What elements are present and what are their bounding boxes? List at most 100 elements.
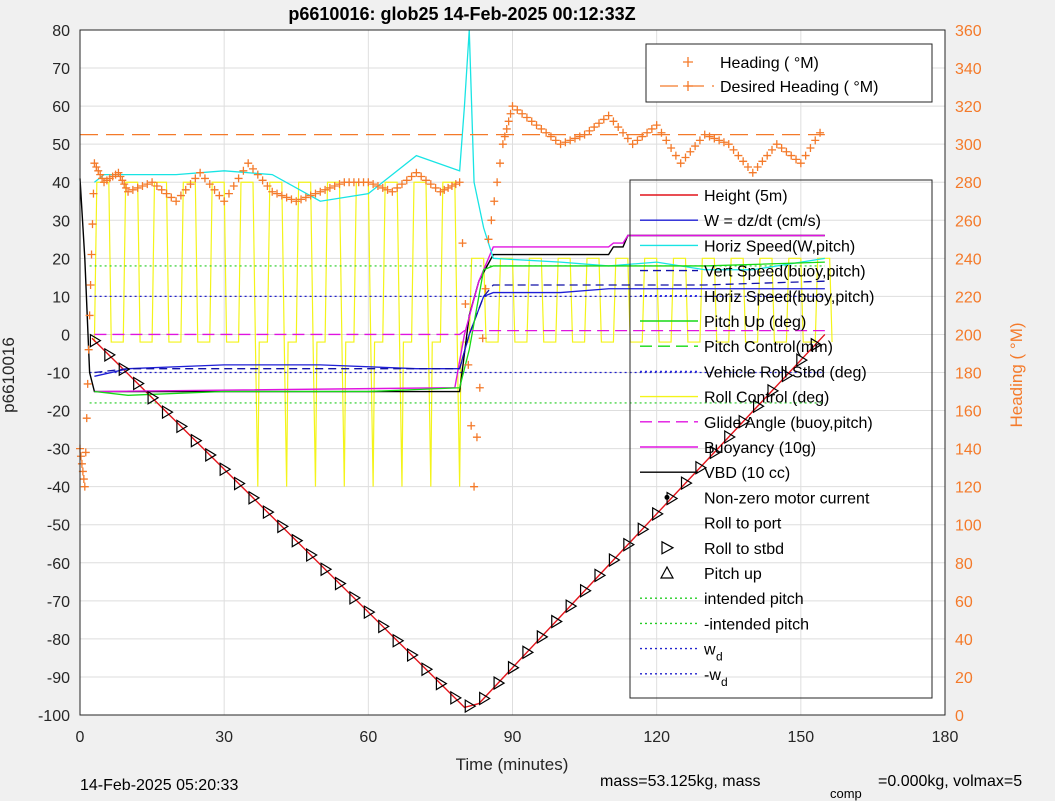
heading-point <box>556 140 565 149</box>
heading-point <box>470 482 479 491</box>
heading-point <box>85 311 94 320</box>
y2-tick-label: 240 <box>955 251 982 268</box>
heading-point <box>364 178 373 187</box>
heading-point <box>772 140 781 149</box>
y-tick-label: -100 <box>38 708 70 725</box>
roll-stbd-marker <box>233 476 246 491</box>
heading-point <box>325 183 334 192</box>
series-line <box>94 329 825 336</box>
heading-point <box>481 284 490 293</box>
heading-point <box>191 174 200 183</box>
heading-point <box>801 151 810 160</box>
heading-point <box>393 183 402 192</box>
legend-desired-heading-marker <box>683 81 693 91</box>
y-tick-label: 40 <box>52 175 70 192</box>
heading-point <box>229 182 238 191</box>
y-tick-label: 10 <box>52 289 70 306</box>
heading-point <box>297 195 306 204</box>
heading-point <box>686 147 695 156</box>
y-tick-label: -60 <box>47 556 70 573</box>
heading-point <box>739 157 748 166</box>
y2-axis-label: Heading ( °M) <box>1007 322 1026 427</box>
y-tick-label: 30 <box>52 213 70 230</box>
heading-point <box>472 433 481 442</box>
heading-point <box>80 482 89 491</box>
heading-point <box>94 166 103 175</box>
y2-tick-label: 220 <box>955 289 982 306</box>
heading-point <box>118 176 127 185</box>
heading-point <box>561 138 570 147</box>
legend-main-label: -w <box>704 667 721 684</box>
heading-point <box>258 176 267 185</box>
roll-stbd-marker <box>147 390 160 405</box>
roll-stbd-marker <box>161 405 174 420</box>
x-tick-label: 90 <box>504 729 522 746</box>
heading-point <box>426 180 435 189</box>
y-tick-label: -10 <box>47 366 70 383</box>
heading-point <box>383 185 392 194</box>
series-line <box>94 288 825 377</box>
roll-stbd-marker <box>579 583 592 598</box>
heading-point <box>138 182 147 191</box>
heading-point <box>734 151 743 160</box>
legend-main-label: VBD (10 cc) <box>704 465 790 482</box>
heading-point <box>806 143 815 152</box>
legend-heading-box <box>645 43 933 103</box>
heading-point <box>599 115 608 124</box>
heading-point <box>82 414 91 423</box>
heading-point <box>162 189 171 198</box>
series-line <box>94 234 825 393</box>
heading-point <box>407 172 416 181</box>
legend-main-label: W = dz/dt (cm/s) <box>704 213 821 230</box>
heading-point <box>148 178 157 187</box>
legend-main-label: Height (5m) <box>704 188 788 205</box>
heading-point <box>79 475 88 484</box>
heading-point <box>120 180 129 189</box>
y2-tick-label: 140 <box>955 442 982 459</box>
roll-control-line <box>93 181 833 487</box>
roll-stbd-marker <box>479 691 491 706</box>
heading-point <box>633 136 642 145</box>
roll-stbd-marker <box>623 537 635 552</box>
roll-stbd-marker <box>493 676 506 691</box>
heading-point <box>575 132 584 141</box>
heading-point <box>402 176 411 185</box>
y2-tick-label: 20 <box>955 670 973 687</box>
heading-point <box>705 132 714 141</box>
x-tick-label: 150 <box>787 729 814 746</box>
legend-heading-marker <box>683 57 693 67</box>
heading-point <box>116 172 125 181</box>
heading-point <box>200 174 209 183</box>
heading-point <box>498 140 507 149</box>
heading-point <box>292 197 301 206</box>
x-tick-label: 120 <box>643 729 670 746</box>
roll-stbd-marker <box>637 522 650 537</box>
heading-point <box>369 180 378 189</box>
heading-point <box>451 180 460 189</box>
roll-stbd-marker <box>608 552 621 568</box>
roll-stbd-marker <box>176 419 189 434</box>
heading-point <box>83 379 92 388</box>
x-tick-label: 180 <box>932 729 959 746</box>
heading-point <box>796 159 805 168</box>
y2-tick-label: 280 <box>955 175 982 192</box>
heading-point <box>122 183 131 192</box>
roll-stbd-marker <box>551 614 563 629</box>
heading-point <box>90 159 99 168</box>
roll-stbd-marker <box>334 576 347 591</box>
heading-point <box>643 128 652 137</box>
heading-point <box>86 280 95 289</box>
series-line <box>94 261 825 396</box>
roll-stbd-marker <box>349 590 362 605</box>
legend-heading: Heading ( °M) Desired Heading ( °M) <box>645 43 933 103</box>
y2-tick-label: 300 <box>955 137 982 154</box>
roll-stbd-marker <box>262 505 275 520</box>
heading-point <box>467 421 476 430</box>
heading-point <box>748 168 757 177</box>
heading-point <box>695 136 704 145</box>
chart-title: p6610016: glob25 14-Feb-2025 00:12:33Z <box>288 4 635 24</box>
y2-tick-label: 180 <box>955 366 982 383</box>
heading-point <box>719 138 728 147</box>
heading-point <box>609 117 618 126</box>
